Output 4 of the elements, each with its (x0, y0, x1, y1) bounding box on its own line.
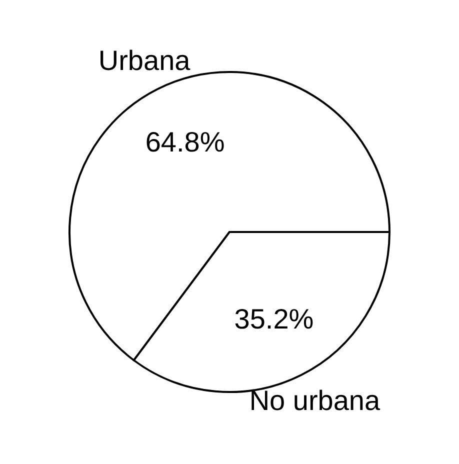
slice-label: Urbana (98, 45, 191, 76)
data-label: 64.8% (145, 126, 225, 158)
slice-label: No urbana (249, 384, 380, 416)
data-label: 35.2% (234, 304, 314, 335)
